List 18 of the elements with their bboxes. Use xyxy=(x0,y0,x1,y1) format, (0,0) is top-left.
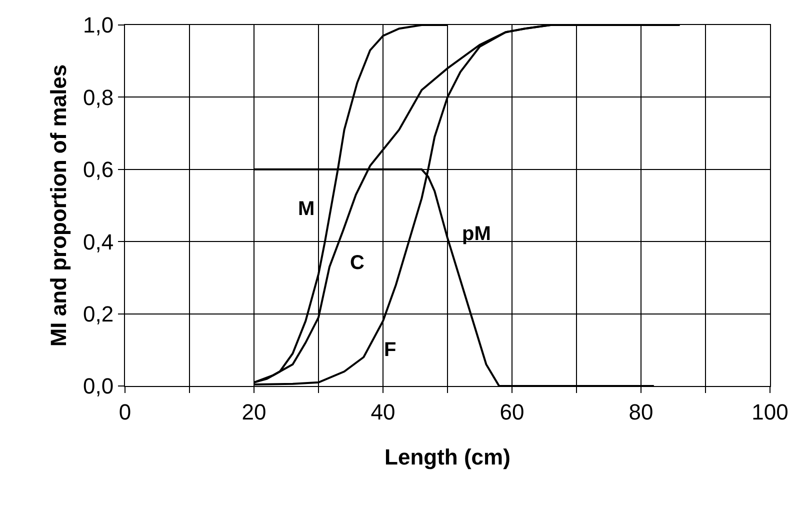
x-tick-label: 100 xyxy=(752,399,788,424)
series-label: C xyxy=(350,252,364,274)
series-label: pM xyxy=(462,223,491,245)
series-label: M xyxy=(298,198,315,220)
x-tick-label: 0 xyxy=(118,399,132,424)
y-tick-label: 1,0 xyxy=(83,12,114,38)
x-tick-label: 60 xyxy=(500,399,524,424)
x-tick-label: 40 xyxy=(370,399,396,424)
y-tick-label: 0,0 xyxy=(83,374,114,399)
series-label: F xyxy=(384,339,396,361)
y-tick-label: 0,6 xyxy=(83,157,114,182)
x-axis-title: Length (cm) xyxy=(384,444,510,470)
x-tick-label: 20 xyxy=(242,399,266,424)
y-tick-label: 0,2 xyxy=(83,302,114,326)
x-tick-label: 80 xyxy=(628,399,654,424)
y-axis-title: MI and proportion of males xyxy=(46,64,71,347)
y-tick-label: 0,8 xyxy=(83,84,114,110)
y-tick-label: 0,4 xyxy=(83,229,114,254)
